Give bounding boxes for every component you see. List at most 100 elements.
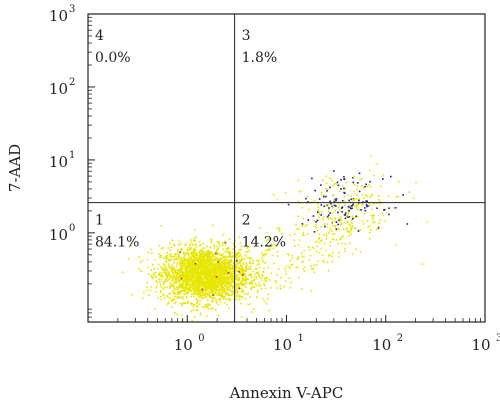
event-point bbox=[160, 275, 162, 278]
event-point bbox=[214, 291, 217, 294]
event-point bbox=[251, 279, 254, 282]
event-point bbox=[207, 279, 210, 281]
event-point bbox=[209, 263, 212, 265]
event-point bbox=[182, 267, 185, 270]
event-point bbox=[203, 297, 205, 299]
event-point bbox=[197, 256, 200, 259]
event-point bbox=[235, 291, 237, 293]
event-point bbox=[338, 219, 340, 221]
event-point bbox=[362, 187, 365, 189]
event-point bbox=[349, 223, 351, 226]
event-point bbox=[224, 256, 227, 258]
event-point bbox=[250, 258, 252, 261]
event-point bbox=[291, 254, 293, 257]
event-point bbox=[377, 225, 380, 228]
event-point bbox=[215, 270, 218, 273]
event-point bbox=[368, 237, 371, 240]
event-point bbox=[203, 274, 206, 276]
quadrant-4-percent: 0.0% bbox=[95, 50, 131, 66]
event-point bbox=[165, 278, 168, 280]
event-point bbox=[192, 261, 194, 264]
event-point bbox=[201, 293, 204, 296]
event-point bbox=[348, 215, 351, 218]
event-point bbox=[215, 292, 217, 295]
event-point bbox=[187, 251, 189, 254]
event-point bbox=[186, 260, 188, 262]
event-point bbox=[186, 262, 189, 265]
event-point bbox=[215, 286, 218, 288]
event-point bbox=[220, 286, 223, 289]
event-point bbox=[266, 276, 268, 279]
event-point bbox=[215, 250, 217, 253]
event-point bbox=[174, 258, 177, 260]
event-point bbox=[149, 289, 152, 292]
event-point bbox=[361, 177, 363, 180]
x-tick-exponent: 1 bbox=[298, 333, 304, 344]
event-point bbox=[189, 259, 192, 261]
event-point bbox=[162, 276, 164, 278]
event-point bbox=[220, 288, 222, 290]
event-point bbox=[328, 207, 330, 209]
event-point bbox=[342, 228, 345, 230]
event-point bbox=[155, 291, 157, 293]
event-point bbox=[190, 247, 193, 250]
event-point bbox=[195, 269, 198, 271]
event-point bbox=[207, 276, 210, 278]
event-point bbox=[162, 268, 165, 271]
event-point bbox=[357, 204, 359, 206]
event-point bbox=[330, 202, 332, 205]
event-point bbox=[244, 270, 246, 272]
y-tick-label: 10 bbox=[49, 7, 68, 25]
event-point bbox=[379, 219, 382, 221]
event-point bbox=[261, 259, 264, 262]
event-point bbox=[219, 293, 222, 295]
event-point bbox=[265, 279, 268, 282]
event-point bbox=[209, 280, 211, 283]
event-point bbox=[140, 270, 142, 272]
event-point bbox=[164, 286, 166, 288]
event-point bbox=[241, 266, 243, 268]
event-point bbox=[285, 273, 287, 276]
event-point bbox=[181, 248, 183, 251]
event-point bbox=[369, 204, 371, 206]
event-point bbox=[205, 253, 208, 256]
event-point bbox=[190, 239, 192, 242]
event-point bbox=[318, 237, 321, 239]
event-point bbox=[344, 192, 346, 195]
event-point bbox=[231, 252, 233, 255]
event-point bbox=[186, 276, 188, 278]
event-point bbox=[369, 186, 372, 188]
event-point bbox=[187, 247, 190, 249]
event-point bbox=[164, 269, 166, 271]
event-point bbox=[246, 282, 248, 285]
event-point bbox=[160, 278, 162, 281]
event-point bbox=[188, 290, 190, 293]
event-point bbox=[228, 251, 231, 253]
event-point bbox=[213, 291, 216, 294]
event-point bbox=[333, 233, 336, 236]
event-point bbox=[189, 264, 191, 266]
event-point bbox=[224, 270, 227, 272]
event-point bbox=[226, 288, 229, 291]
event-point bbox=[223, 269, 226, 271]
event-point bbox=[229, 252, 231, 254]
event-point bbox=[212, 273, 215, 276]
event-point bbox=[171, 277, 173, 280]
event-point bbox=[229, 277, 232, 280]
event-point bbox=[213, 284, 215, 287]
event-point bbox=[326, 188, 329, 191]
event-point bbox=[195, 245, 198, 248]
event-point bbox=[216, 267, 218, 270]
event-point bbox=[381, 212, 383, 214]
event-point bbox=[341, 199, 344, 202]
event-point bbox=[229, 288, 231, 291]
event-point bbox=[209, 268, 212, 270]
event-point bbox=[198, 303, 201, 306]
event-point bbox=[195, 309, 198, 312]
event-point bbox=[179, 259, 181, 262]
event-point bbox=[388, 213, 390, 216]
event-point bbox=[206, 272, 208, 275]
event-point bbox=[171, 255, 174, 258]
event-point bbox=[276, 287, 278, 289]
event-point bbox=[325, 216, 328, 219]
